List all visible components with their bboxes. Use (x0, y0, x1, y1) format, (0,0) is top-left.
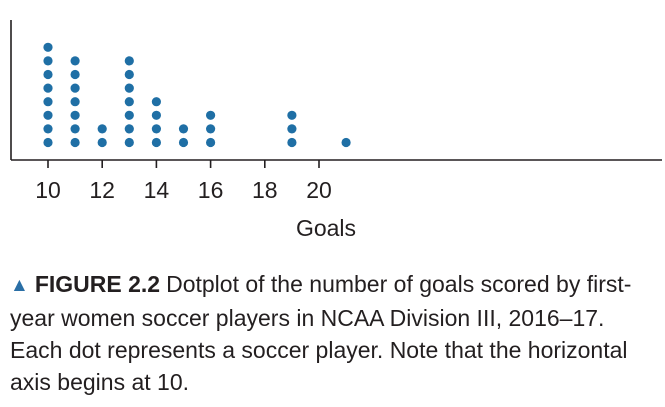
data-dot (70, 83, 80, 93)
caption-figure-label: FIGURE 2.2 (34, 271, 161, 297)
data-dot (43, 110, 53, 120)
x-tick-label: 16 (198, 177, 224, 203)
data-dot (97, 124, 107, 134)
data-dot (43, 69, 53, 80)
data-dot (43, 137, 53, 148)
x-tick-label: 18 (252, 177, 278, 203)
data-dot (341, 137, 351, 148)
x-tick-marks (47, 160, 320, 168)
data-dot (70, 110, 80, 120)
data-dot (43, 124, 53, 134)
data-dot (151, 124, 161, 134)
x-tick-label: 12 (89, 177, 115, 203)
caption-triangle-icon: ▲ (10, 275, 29, 296)
data-dot (70, 124, 80, 134)
data-dot (206, 137, 216, 148)
figure-caption: ▲ FIGURE 2.2 Dotplot of the number of goal… (10, 268, 658, 398)
x-tick-label: 10 (35, 177, 61, 203)
data-dot (70, 69, 80, 80)
x-tick-label: 14 (144, 177, 170, 203)
data-dot (124, 124, 134, 134)
data-dot (151, 137, 161, 148)
data-dot (124, 110, 134, 120)
data-dot (124, 69, 134, 80)
data-dot (97, 137, 107, 148)
data-dot (287, 137, 297, 148)
data-dots (43, 42, 351, 148)
data-dot (124, 137, 134, 148)
dotplot-chart: 10 12 14 16 18 20 Goals (10, 20, 662, 241)
data-dot (70, 56, 80, 66)
data-dot (43, 42, 53, 52)
data-dot (287, 110, 297, 120)
data-dot (43, 83, 53, 93)
caption-text: Dotplot of the number of goals scored by… (10, 271, 632, 395)
data-dot (124, 83, 134, 93)
data-dot (206, 110, 216, 120)
data-dot (124, 56, 134, 66)
data-dot (43, 56, 53, 66)
data-dot (178, 124, 189, 134)
data-dot (43, 97, 53, 107)
x-axis-title: Goals (296, 215, 356, 241)
data-dot (70, 97, 80, 107)
data-dot (178, 137, 189, 148)
data-dot (206, 124, 216, 134)
data-dot (70, 137, 80, 148)
data-dot (287, 124, 297, 134)
x-tick-labels: 10 12 14 16 18 20 (35, 177, 332, 203)
data-dot (151, 97, 161, 107)
data-dot (124, 97, 134, 107)
x-tick-label: 20 (306, 177, 332, 203)
data-dot (151, 110, 161, 120)
